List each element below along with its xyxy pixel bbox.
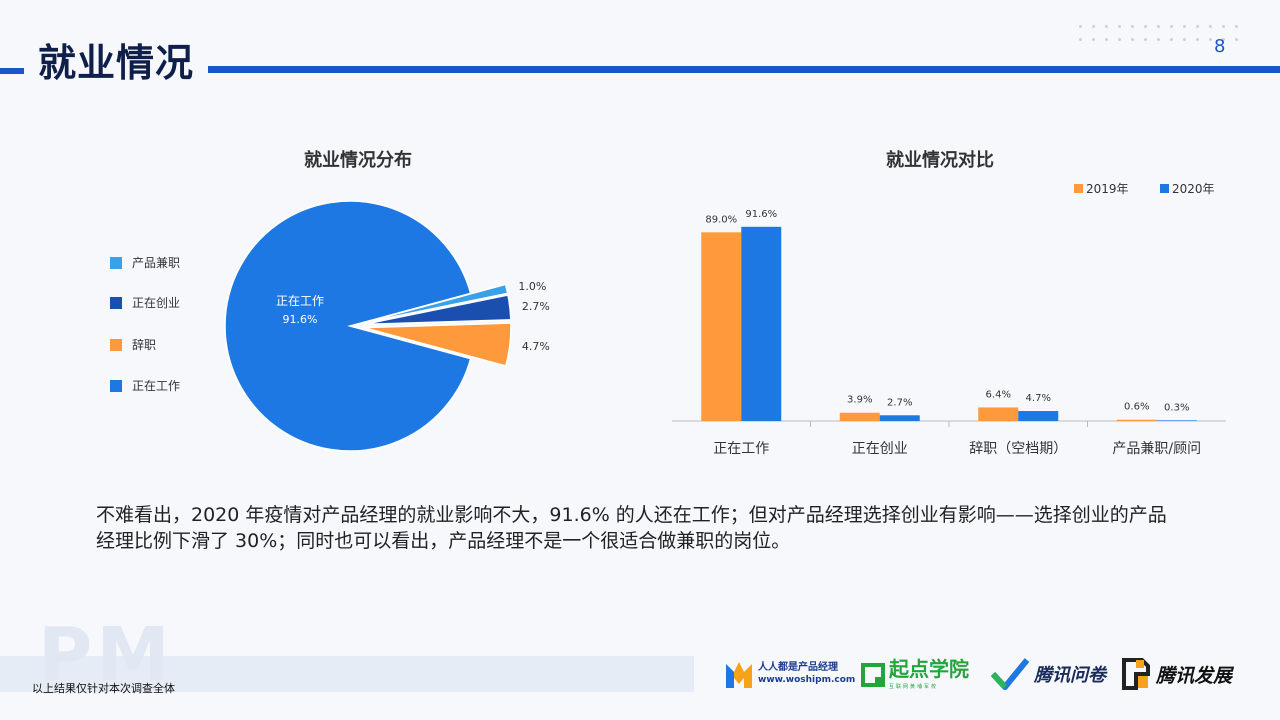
fazhan-name: 腾讯发展	[1156, 664, 1233, 687]
pie-legend-item-startup[interactable]: 正在创业	[110, 294, 180, 311]
bar-value-label: 6.4%	[986, 389, 1011, 400]
pie-slice-label: 2.7%	[522, 300, 550, 313]
bar-value-label: 0.3%	[1164, 402, 1189, 413]
logo-qidian[interactable]: 起点学院 互联网黄埔军校	[860, 658, 969, 694]
bar[interactable]	[701, 232, 742, 421]
qidian-sub: 互联网黄埔军校	[889, 684, 939, 690]
legend-swatch	[110, 338, 122, 351]
checkmark-logo-icon	[990, 658, 1030, 690]
bar-value-label: 0.6%	[1124, 402, 1149, 413]
footnote: 以上结果仅针对本次调查全体	[32, 682, 175, 695]
pm-watermark: PM	[38, 612, 174, 698]
header-accent-left	[0, 68, 24, 74]
x-axis-tick-label: 辞职（空档期）	[969, 441, 1067, 457]
legend-label: 产品兼职	[132, 256, 181, 270]
pie-slice[interactable]	[363, 294, 512, 326]
bar-value-label: 4.7%	[1026, 393, 1051, 404]
bar-value-label: 89.0%	[705, 214, 737, 225]
woshipm-logo-icon	[726, 662, 752, 688]
bar[interactable]	[879, 415, 920, 421]
pie-slice[interactable]	[224, 200, 472, 452]
legend-swatch	[1074, 184, 1083, 193]
woshipm-name: 人人都是产品经理	[758, 662, 838, 673]
x-axis-tick-label: 正在工作	[713, 441, 769, 457]
bar-legend-item-2020[interactable]: 2020年	[1160, 180, 1215, 197]
logo-woshipm[interactable]: 人人都是产品经理 www.woshipm.com	[724, 658, 855, 690]
legend-swatch	[110, 379, 122, 392]
woshipm-url: www.woshipm.com	[758, 675, 856, 685]
legend-label: 2019年	[1086, 182, 1129, 196]
logo-tencent-wenjuan[interactable]: 腾讯问卷	[990, 654, 1106, 694]
logo-tencent-fazhan[interactable]: 腾讯发展	[1120, 656, 1232, 692]
bar-chart-title: 就业情况对比	[886, 150, 994, 171]
pie-chart: 1.0% 2.7% 4.7% 正在工作 91.6%	[224, 200, 550, 452]
qidian-logo-icon	[861, 663, 885, 687]
footer-band	[0, 656, 694, 692]
pie-legend-item-working[interactable]: 正在工作	[110, 377, 180, 394]
bar-chart: 89.0% 91.6% 正在工作 3.9% 2.7% 正在创业 6.4% 4.7% 辞职（空档期…	[672, 209, 1226, 457]
bar-value-label: 3.9%	[847, 395, 872, 406]
decorative-dot-grid	[1074, 20, 1244, 50]
bar-value-label: 91.6%	[745, 209, 777, 220]
pie-slice[interactable]	[363, 283, 509, 324]
qidian-name: 起点学院	[889, 657, 969, 681]
legend-label: 2020年	[1172, 182, 1215, 196]
bar[interactable]	[741, 226, 782, 421]
legend-label: 正在创业	[132, 296, 181, 310]
pie-slice[interactable]	[363, 322, 512, 367]
legend-label: 辞职	[132, 338, 157, 352]
pie-center-label: 正在工作	[276, 294, 324, 308]
x-axis-tick-label: 产品兼职/顾问	[1112, 441, 1201, 457]
wenjuan-name: 腾讯问卷	[1034, 665, 1106, 686]
bar-value-label: 2.7%	[887, 397, 912, 408]
page-title: 就业情况	[38, 41, 195, 85]
page-number: 8	[1214, 36, 1226, 57]
pie-legend-item-resigned[interactable]: 辞职	[110, 336, 156, 353]
bar[interactable]	[1018, 411, 1059, 421]
bar[interactable]	[1116, 419, 1157, 421]
bar[interactable]	[839, 412, 880, 421]
legend-label: 正在工作	[132, 379, 181, 393]
legend-swatch	[110, 296, 122, 309]
bar[interactable]	[978, 407, 1019, 421]
bar-legend-item-2019[interactable]: 2019年	[1074, 180, 1129, 197]
pie-legend-item-part-time[interactable]: 产品兼职	[110, 254, 180, 271]
tencent-fazhan-logo-icon	[1122, 658, 1150, 690]
legend-swatch	[110, 256, 122, 269]
pie-center-value: 91.6%	[283, 313, 318, 326]
pie-chart-title: 就业情况分布	[304, 150, 412, 171]
pie-slice-label: 4.7%	[522, 340, 550, 353]
summary-text: 不难看出，2020 年疫情对产品经理的就业影响不大，91.6% 的人还在工作；但…	[96, 504, 1167, 552]
pie-slice-label: 1.0%	[518, 280, 546, 293]
bar[interactable]	[1156, 420, 1197, 421]
header-rule	[208, 66, 1280, 73]
legend-swatch	[1160, 184, 1169, 193]
x-axis-tick-label: 正在创业	[852, 441, 908, 457]
